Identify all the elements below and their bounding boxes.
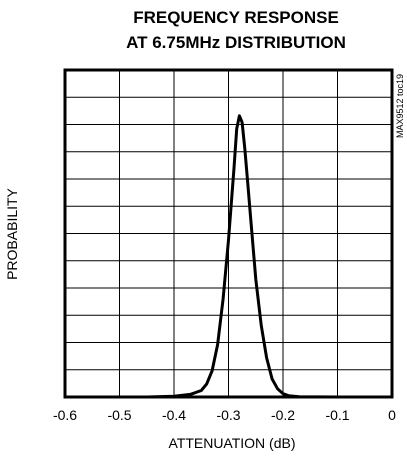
chart-title-line-1: FREQUENCY RESPONSE bbox=[133, 8, 339, 27]
x-axis-label: ATTENUATION (dB) bbox=[168, 435, 295, 451]
x-tick-label: -0.3 bbox=[216, 407, 240, 423]
grid bbox=[65, 70, 392, 397]
x-tick-label: 0 bbox=[388, 407, 396, 423]
figure-id: MAX9512 toc19 bbox=[395, 74, 405, 138]
y-axis-label: PROBABILITY bbox=[4, 187, 20, 279]
x-tick-label: -0.2 bbox=[271, 407, 295, 423]
x-tick-labels: -0.6 -0.5 -0.4 -0.3 -0.2 -0.1 0 bbox=[53, 407, 396, 423]
x-tick-label: -0.6 bbox=[53, 407, 77, 423]
x-tick-label: -0.5 bbox=[107, 407, 131, 423]
distribution-curve bbox=[63, 114, 394, 399]
x-tick-label: -0.4 bbox=[162, 407, 186, 423]
chart-title-line-2: AT 6.75MHz DISTRIBUTION bbox=[126, 33, 346, 52]
plot-frame bbox=[63, 68, 394, 399]
x-tick-label: -0.1 bbox=[325, 407, 349, 423]
